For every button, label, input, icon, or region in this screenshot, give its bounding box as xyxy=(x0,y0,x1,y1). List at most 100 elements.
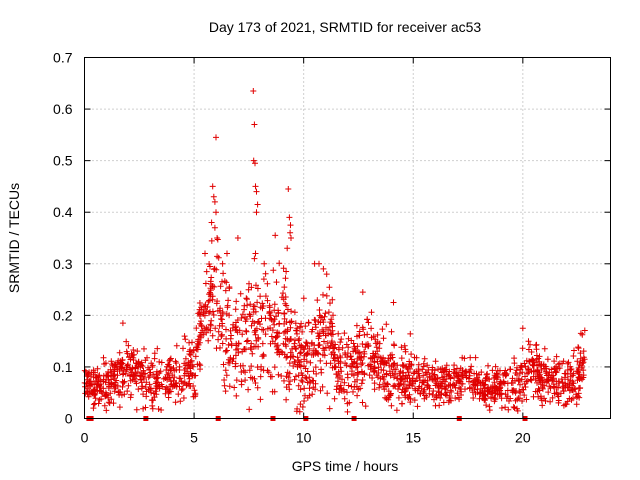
data-point xyxy=(337,339,344,346)
data-point xyxy=(525,338,532,345)
data-point xyxy=(316,330,323,337)
data-point xyxy=(430,376,437,383)
data-point xyxy=(251,255,258,262)
data-point xyxy=(253,282,259,289)
data-point xyxy=(344,408,351,415)
data-point xyxy=(337,382,344,389)
data-point xyxy=(112,361,119,368)
data-point xyxy=(559,379,566,386)
data-point xyxy=(259,340,266,347)
data-point xyxy=(166,388,172,395)
data-point xyxy=(130,357,137,363)
data-point xyxy=(475,371,482,378)
data-point xyxy=(292,337,298,344)
data-point xyxy=(372,340,379,347)
data-point xyxy=(322,332,329,339)
data-point xyxy=(197,332,204,338)
y-axis-label: SRMTID / TECUs xyxy=(6,183,22,293)
data-point xyxy=(208,219,215,226)
data-point xyxy=(318,314,325,321)
data-point xyxy=(284,369,291,376)
data-point xyxy=(383,371,390,378)
data-point xyxy=(190,347,197,354)
data-point xyxy=(211,266,217,273)
data-point xyxy=(332,355,339,362)
data-point xyxy=(420,360,427,367)
data-point xyxy=(289,345,296,352)
data-point xyxy=(359,289,366,296)
data-point xyxy=(399,400,406,407)
data-point xyxy=(315,335,322,342)
data-point xyxy=(434,382,441,389)
data-point xyxy=(149,364,156,370)
data-point xyxy=(401,342,408,349)
data-point xyxy=(560,402,567,409)
data-point xyxy=(392,371,399,378)
data-point xyxy=(262,331,269,338)
data-point xyxy=(547,385,554,392)
data-point xyxy=(200,331,207,338)
data-point xyxy=(320,291,326,298)
data-point xyxy=(481,381,488,388)
data-point xyxy=(417,390,424,397)
data-point xyxy=(423,394,430,401)
data-point xyxy=(196,306,203,313)
data-point xyxy=(575,345,582,352)
data-point xyxy=(509,387,516,394)
data-point xyxy=(165,394,172,401)
data-point xyxy=(243,338,250,345)
data-point xyxy=(374,358,381,365)
data-point xyxy=(253,337,260,344)
data-point xyxy=(317,387,324,394)
data-point xyxy=(223,326,229,333)
data-point xyxy=(296,335,303,342)
data-point xyxy=(193,344,200,351)
data-point xyxy=(129,352,136,359)
data-point xyxy=(496,391,503,398)
data-point xyxy=(92,374,99,381)
data-point xyxy=(334,371,341,378)
data-point xyxy=(432,358,439,365)
data-point xyxy=(359,324,366,331)
data-point xyxy=(405,395,412,401)
data-point xyxy=(146,381,153,388)
data-point xyxy=(561,370,568,377)
data-point xyxy=(451,362,458,369)
data-point xyxy=(147,369,154,376)
data-point xyxy=(149,402,156,409)
data-point xyxy=(114,382,121,389)
data-point xyxy=(287,378,293,385)
data-point xyxy=(326,284,333,291)
data-point xyxy=(300,346,307,353)
data-point xyxy=(521,380,528,387)
data-point xyxy=(214,235,221,241)
data-point xyxy=(170,377,177,384)
data-point xyxy=(491,375,497,381)
data-point xyxy=(193,325,200,332)
data-point xyxy=(458,380,465,387)
data-point xyxy=(252,183,259,190)
data-point xyxy=(276,348,283,355)
data-point xyxy=(564,398,571,405)
data-point xyxy=(291,358,298,365)
data-point xyxy=(211,198,218,205)
data-point xyxy=(127,377,134,384)
data-point xyxy=(250,157,257,164)
data-point xyxy=(281,284,288,291)
data-point xyxy=(304,350,311,357)
data-point xyxy=(364,331,371,338)
data-point xyxy=(391,374,397,381)
data-point xyxy=(483,374,490,381)
data-point xyxy=(471,377,478,384)
data-point xyxy=(405,369,412,376)
data-point xyxy=(375,370,382,376)
data-point xyxy=(364,316,371,323)
data-point xyxy=(241,302,248,309)
data-point xyxy=(273,313,279,320)
data-point xyxy=(398,376,405,383)
data-point xyxy=(219,278,225,285)
data-point xyxy=(90,367,97,374)
data-point xyxy=(537,393,544,400)
data-point xyxy=(553,384,560,391)
x-tick-label: 20 xyxy=(515,430,531,446)
